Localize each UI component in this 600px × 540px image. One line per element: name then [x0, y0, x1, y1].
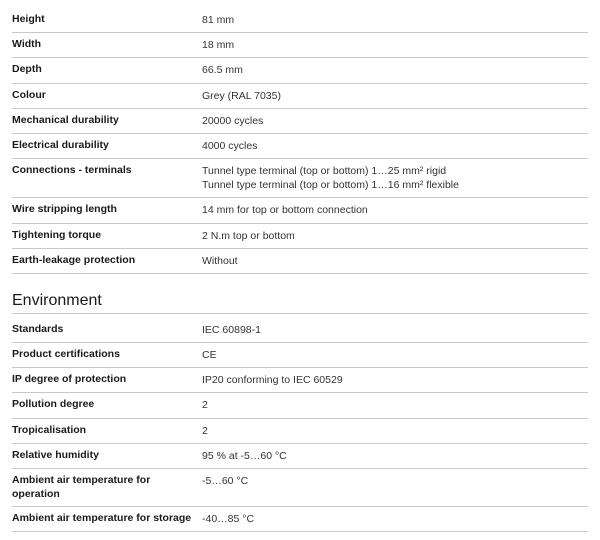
spec-row: Width18 mm [12, 33, 588, 58]
spec-value: 81 mm [202, 13, 588, 27]
spec-row: Connections - terminalsTunnel type termi… [12, 159, 588, 198]
spec-label: IP degree of protection [12, 373, 202, 387]
spec-value: 20000 cycles [202, 114, 588, 128]
section-title-environment: Environment [12, 292, 588, 314]
spec-row: ColourGrey (RAL 7035) [12, 84, 588, 109]
spec-row: StandardsIEC 60898-1 [12, 318, 588, 343]
spec-row: Ambient air temperature for operation-5…… [12, 469, 588, 507]
spec-value: IEC 60898-1 [202, 323, 588, 337]
spec-row: Height81 mm [12, 8, 588, 33]
spec-value: Tunnel type terminal (top or bottom) 1…2… [202, 164, 588, 192]
spec-label: Earth-leakage protection [12, 254, 202, 268]
spec-row: Tightening torque2 N.m top or bottom [12, 224, 588, 249]
spec-row: Relative humidity95 % at -5…60 °C [12, 444, 588, 469]
spec-label: Standards [12, 323, 202, 337]
spec-section-1: Height81 mmWidth18 mmDepth66.5 mmColourG… [12, 8, 588, 274]
spec-label: Wire stripping length [12, 203, 202, 217]
spec-value: 4000 cycles [202, 139, 588, 153]
spec-row: Tropicalisation2 [12, 419, 588, 444]
spec-row: Earth-leakage protectionWithout [12, 249, 588, 274]
spec-label: Relative humidity [12, 449, 202, 463]
spec-label: Ambient air temperature for operation [12, 474, 202, 501]
spec-row: Depth66.5 mm [12, 58, 588, 83]
spec-value: -40…85 °C [202, 512, 588, 526]
spec-value: Without [202, 254, 588, 268]
spec-label: Product certifications [12, 348, 202, 362]
spec-row: Wire stripping length14 mm for top or bo… [12, 198, 588, 223]
spec-value: 95 % at -5…60 °C [202, 449, 588, 463]
spec-value: 18 mm [202, 38, 588, 52]
spec-label: Ambient air temperature for storage [12, 512, 202, 526]
spec-value: 2 N.m top or bottom [202, 229, 588, 243]
spec-value: 66.5 mm [202, 63, 588, 77]
spec-label: Pollution degree [12, 398, 202, 412]
spec-value: IP20 conforming to IEC 60529 [202, 373, 588, 387]
spec-value: 14 mm for top or bottom connection [202, 203, 588, 217]
spec-label: Electrical durability [12, 139, 202, 153]
spec-label: Height [12, 13, 202, 27]
spec-label: Connections - terminals [12, 164, 202, 178]
spec-row: Ambient air temperature for storage-40…8… [12, 507, 588, 532]
spec-row: IP degree of protectionIP20 conforming t… [12, 368, 588, 393]
spec-value: 2 [202, 398, 588, 412]
spec-value: Grey (RAL 7035) [202, 89, 588, 103]
spec-label: Tightening torque [12, 229, 202, 243]
spec-value: -5…60 °C [202, 474, 588, 488]
spec-label: Colour [12, 89, 202, 103]
spec-row: Product certificationsCE [12, 343, 588, 368]
spec-value: 2 [202, 424, 588, 438]
spec-value: CE [202, 348, 588, 362]
spec-label: Mechanical durability [12, 114, 202, 128]
spec-row: Mechanical durability20000 cycles [12, 109, 588, 134]
spec-label: Depth [12, 63, 202, 77]
spec-row: Pollution degree2 [12, 393, 588, 418]
spec-label: Width [12, 38, 202, 52]
spec-section-2: StandardsIEC 60898-1Product certificatio… [12, 318, 588, 532]
spec-row: Electrical durability4000 cycles [12, 134, 588, 159]
spec-label: Tropicalisation [12, 424, 202, 438]
